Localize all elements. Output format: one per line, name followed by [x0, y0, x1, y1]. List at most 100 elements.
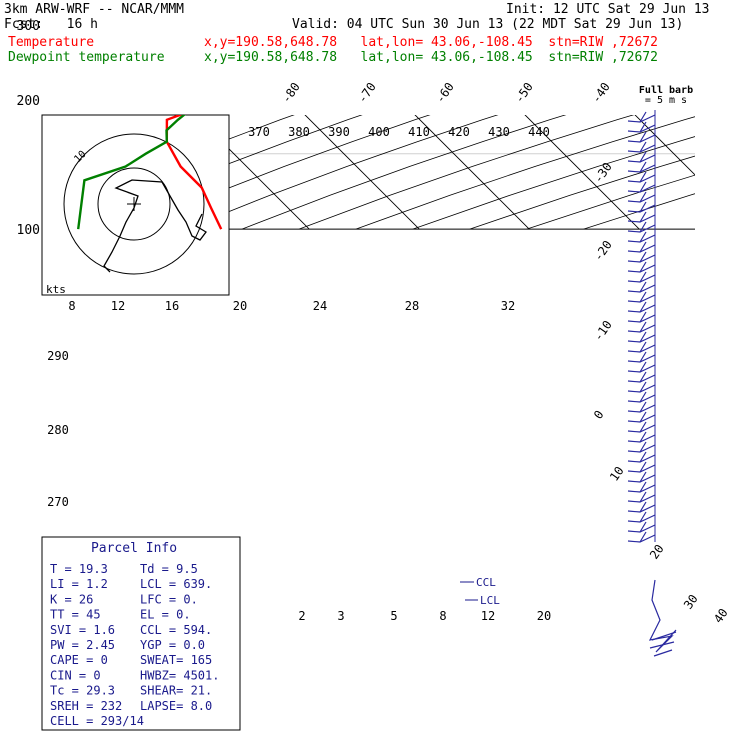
isotherm-label: -60 [433, 80, 457, 106]
wind-barb [627, 471, 656, 483]
moist-adiabat [0, 0, 563, 100]
wind-barb [627, 121, 656, 133]
wind-key-line2: = 5 m s [645, 95, 687, 106]
thetae-label: 28 [405, 299, 419, 313]
dewpoint-legend-label: Dewpoint temperature [8, 50, 165, 65]
thetae-label: 12 [111, 299, 125, 313]
wind-barb [627, 491, 656, 503]
wind-barb-low [649, 631, 677, 657]
theta-label: 430 [488, 125, 510, 139]
pressure-axis-label: 300 [17, 19, 40, 34]
theta-label: 440 [528, 125, 550, 139]
wind-barb [627, 271, 656, 283]
thetae-label: 20 [233, 299, 247, 313]
isotherm-label: 0 [591, 408, 607, 422]
wind-barb [627, 401, 656, 413]
parcel-row-right: Td = 9.5 [140, 562, 198, 576]
wind-barb [627, 141, 656, 153]
theta-label: 390 [328, 125, 350, 139]
forecast-hour: Fcst: 16 h [4, 17, 98, 32]
wind-barb [627, 391, 656, 403]
dry-adiabat [184, 115, 499, 230]
thetae-label: 16 [165, 299, 179, 313]
wind-barb [627, 411, 656, 423]
isotherm-label: 30 [681, 592, 701, 612]
wind-barb [627, 351, 656, 363]
theta-label: 420 [448, 125, 470, 139]
theta-label: 370 [248, 125, 270, 139]
hodograph-trace [103, 179, 207, 273]
parcel-row-left: CIN = 0 [50, 668, 101, 682]
wind-barb [627, 451, 656, 463]
parcel-row-left: SREH = 232 [50, 699, 122, 713]
theta-label: 410 [408, 125, 430, 139]
parcel-row-left: TT = 45 [50, 608, 101, 622]
parcel-row-right: SWEAT= 165 [140, 653, 212, 667]
pressure-axis-label: 200 [17, 94, 40, 109]
parcel-row-left: CAPE = 0 [50, 653, 108, 667]
parcel-info-panel: Parcel Info T = 19.3 Td = 9.5 LI = 1.2 LCL =… [41, 536, 241, 731]
hodograph-ring-outer [63, 133, 205, 275]
dry-adiabat [583, 193, 695, 230]
wind-key-line1: Full barb [639, 85, 693, 96]
wind-barb [627, 241, 656, 253]
wind-barb [627, 461, 656, 473]
parcel-row-left: CELL = 293/14 [50, 714, 144, 728]
wind-barb [627, 381, 656, 393]
isotherm-line [414, 115, 530, 230]
mixing-ratio-label: 8 [439, 609, 446, 623]
parcel-row-left: LI = 1.2 [50, 577, 108, 591]
moist-adiabat [0, 0, 651, 100]
wind-barb [627, 531, 656, 543]
wind-barb [627, 311, 656, 323]
mixing-ratio-label: 3 [337, 609, 344, 623]
parcel-row-right: LCL = 639. [140, 577, 212, 591]
wind-barb [627, 211, 656, 223]
wind-barb [627, 431, 656, 443]
wind-barb [627, 281, 656, 293]
isotherm-label: 20 [647, 542, 667, 562]
dry-adiabat [298, 115, 635, 230]
wind-barb [627, 151, 656, 163]
parcel-row-right: SHEAR= 21. [140, 684, 212, 698]
wind-barb [627, 221, 656, 233]
wind-barb [627, 361, 656, 373]
wind-barb [627, 371, 656, 383]
temperature-profile [165, 115, 223, 230]
wind-barb [627, 301, 656, 313]
wind-barb [627, 291, 656, 303]
temperature-legend-label: Temperature [8, 35, 95, 50]
moist-adiabat [510, 0, 740, 100]
parcel-row-left: K = 26 [50, 592, 93, 606]
wind-barb [627, 341, 656, 353]
theta-label-left: 290 [47, 349, 69, 363]
isotherm-line [634, 115, 695, 176]
wind-barb [627, 191, 656, 203]
mixing-ratio-label: 12 [481, 609, 495, 623]
thetae-label: 24 [313, 299, 327, 313]
parcel-row-left: SVI = 1.6 [50, 623, 115, 637]
wind-barb [627, 421, 656, 433]
wind-barb [627, 251, 656, 263]
wind-barb [627, 511, 656, 523]
parcel-row-right: EL = 0. [140, 608, 191, 622]
wind-barb [627, 231, 656, 243]
temperature-location-info: x,y=190.58,648.78 lat,lon= 43.06,-108.45… [204, 35, 658, 50]
wind-barb [627, 201, 656, 213]
parcel-row-right: CCL = 594. [140, 623, 212, 637]
theta-label: 380 [288, 125, 310, 139]
parcel-info-box [41, 536, 241, 731]
profiles [77, 115, 223, 230]
axis-labels: 1002003004005006007008009001000-80-70-60… [17, 19, 731, 626]
dry-adiabat [241, 115, 567, 230]
dry-adiabat [526, 174, 695, 230]
model-title: 3km ARW-WRF -- NCAR/MMM [4, 2, 185, 17]
hodograph-ring-inner [97, 167, 171, 241]
hodograph-unit-label: kts [46, 283, 66, 296]
isotherm-label: -10 [591, 318, 615, 344]
theta-label-left: 270 [47, 495, 69, 509]
isotherm-label: 40 [711, 606, 731, 626]
isotherm-line [524, 115, 640, 230]
dry-adiabat [355, 116, 695, 230]
wind-barb [627, 261, 656, 273]
